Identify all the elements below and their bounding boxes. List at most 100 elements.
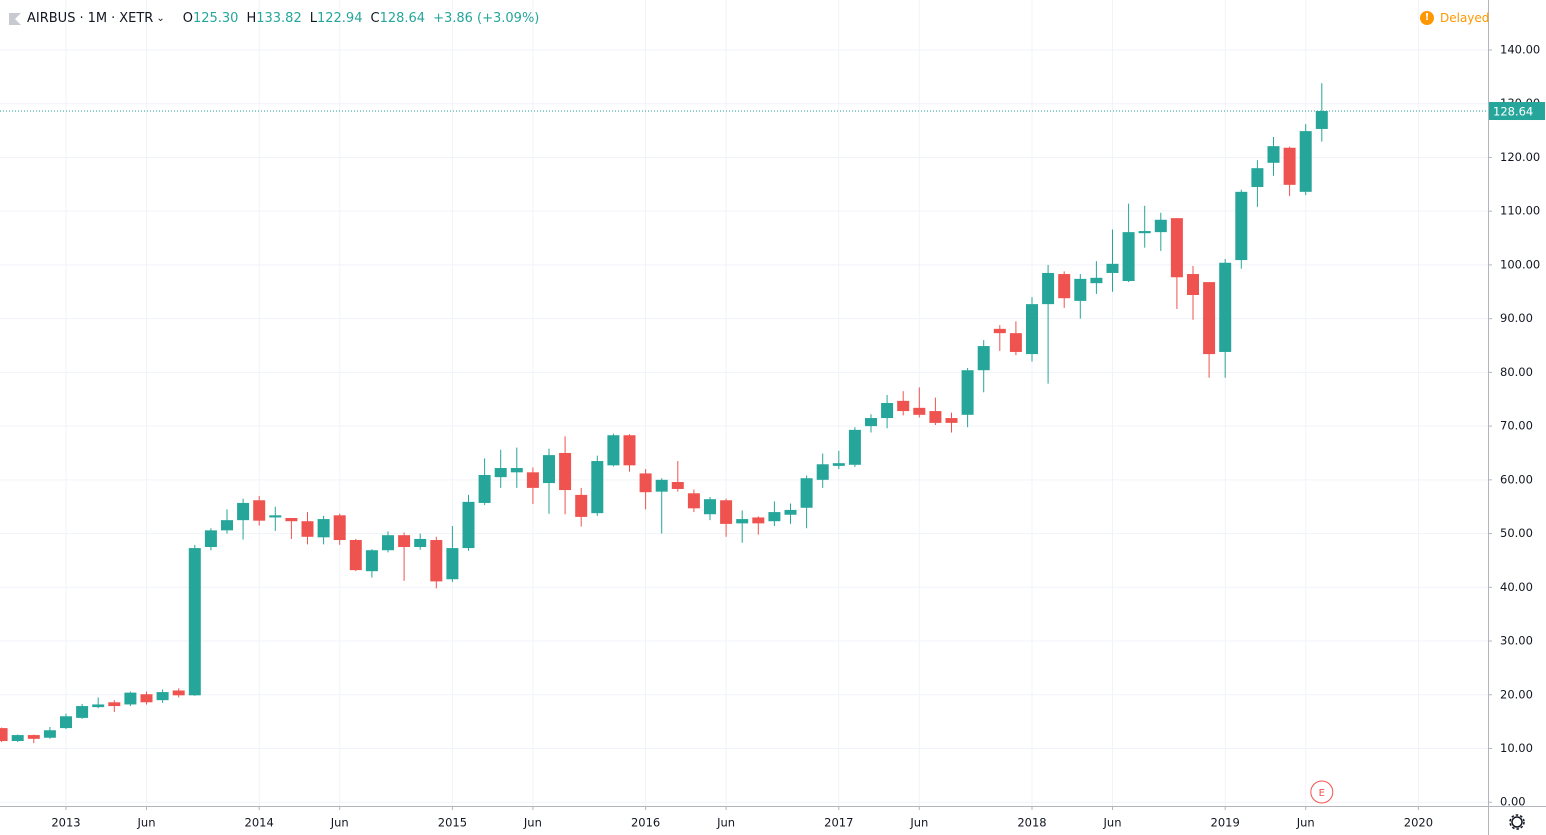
x-tick-label: Jun [909,816,928,830]
candle-body [494,468,507,478]
candle-body [1009,333,1022,352]
candle-body [881,403,894,419]
x-tick-label: 2014 [245,816,274,830]
y-tick-label: 100.00 [1500,257,1540,271]
candle-body [76,706,89,718]
ohlc-value: 125.30 [192,11,239,26]
candle-body [736,519,749,524]
candle-body [221,520,233,531]
candle-body [591,461,604,514]
x-tick-label: Jun [330,816,349,830]
candle-body [27,735,40,739]
status[interactable]: ! Delayed [1420,11,1489,25]
axes: 0.00 10.00 20.00 30.00 40.00 50.00 60.00 70.00 8… [51,42,1545,830]
candle-body [317,519,330,538]
candle-body [0,728,8,741]
candle-body [1122,232,1135,282]
candle-body [1203,282,1216,355]
candle-body [929,411,942,423]
candle-body [1090,277,1103,284]
interval[interactable]: 1M [87,11,108,26]
candle-body [961,370,974,415]
candle-body [816,464,829,480]
y-tick-label: 60.00 [1500,472,1533,486]
candle-body [478,475,491,503]
ohlc-key: O [182,11,193,26]
candle-body [559,452,572,491]
legend: AIRBUS · 1M · XETR ⌄ O125.30 H133.82 L122.… [8,11,539,26]
candle-body [526,472,539,488]
ohlc-value: 133.82 [256,11,302,26]
candle-body [43,730,56,738]
candle-body [349,540,362,571]
candle-body [720,500,733,524]
y-tick-label: 20.00 [1500,687,1533,701]
y-tick-label: 140.00 [1500,42,1540,56]
candle-body [1026,304,1038,355]
change: +3.86 (+3.09%) [433,11,540,26]
exchange[interactable]: XETR [119,11,154,26]
x-tick-label: Jun [523,816,542,830]
plot: E [0,83,1488,804]
candle-body [623,435,636,466]
candle-body [897,400,910,412]
x-tick-label: Jun [137,816,156,830]
candle-body [1074,278,1087,301]
candle-body [945,418,958,423]
candle-body [430,540,443,582]
candle-body [365,550,378,572]
candle-body [1251,168,1264,187]
candle-body [913,407,926,415]
candle-body [655,479,668,492]
candle-body [993,328,1006,334]
candle-body [11,735,24,741]
y-tick-label: 120.00 [1500,150,1540,164]
candle-body [704,499,716,515]
candle-body [1315,111,1328,129]
candle-body [865,418,877,427]
x-tick-label: Jun [1103,816,1122,830]
candle-body [1235,191,1248,261]
candle-body [607,435,620,466]
candle-body [446,548,459,580]
candle-body [671,481,684,489]
ohlc-key: L [309,11,317,26]
y-tick-label: 0.00 [1500,795,1526,809]
candle-body [333,515,346,541]
candle-body [800,478,813,508]
status-icon: ! [1420,11,1434,25]
event-marker [1310,780,1334,804]
candle-body [510,468,523,473]
candle-body [253,500,266,521]
ohlc-value: 122.94 [316,11,363,26]
candle-body [1283,147,1296,185]
candle-body [639,473,652,493]
candle-body [1106,263,1119,273]
x-tick-label: 2015 [438,816,467,830]
y-tick-label: 10.00 [1500,741,1533,755]
ohlc-key: C [370,11,380,26]
x-tick-label: 2017 [824,816,853,830]
candle-body [398,535,411,548]
candle-body [140,694,153,703]
x-tick-label: 2013 [51,816,80,830]
symbol[interactable]: AIRBUS [27,11,76,26]
symbol-icon [9,12,21,25]
candle-body [832,463,845,466]
y-tick-label: 110.00 [1500,204,1540,218]
y-tick-label: 90.00 [1500,311,1533,325]
candle-body [60,716,72,729]
candle-body [784,509,797,515]
last-price-label: 128.64 [1493,105,1533,119]
grid [0,0,1488,806]
candle-body [285,517,298,522]
x-tick-label: 2019 [1211,816,1240,830]
candle-body [237,502,250,521]
ohlc-value: 128.64 [379,11,426,26]
candle-body [575,494,588,517]
settings-icon[interactable] [1509,814,1525,830]
candle-body [92,704,105,708]
candle-body [156,692,169,701]
